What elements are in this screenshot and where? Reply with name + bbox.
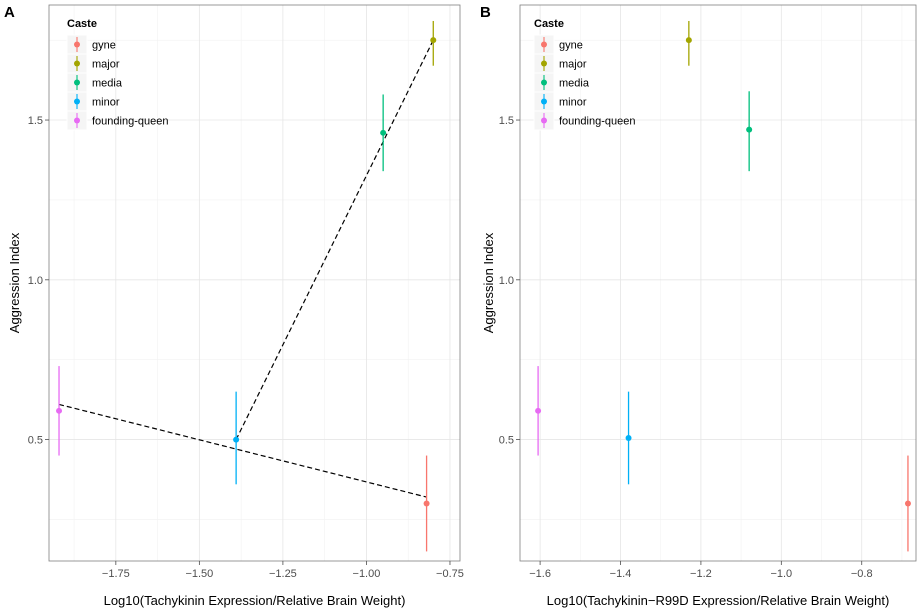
legend-key-point [74,41,80,48]
y-axis-title: Aggression Index [7,232,22,333]
legend-key-point [541,41,547,48]
x-axis-title: Log10(Tachykinin−R99D Expression/Relativ… [547,593,890,608]
panel-border-a [48,4,461,562]
x-tick-label: −1.0 [770,568,792,580]
x-tick-label: −0.8 [851,568,873,580]
panel-b: −1.6 −1.4 −1.2 −1.0 −0.8 0.5 1.0 1.5 Log10(Tachy… [481,4,917,608]
panel-a-letter: A [4,4,15,21]
fit-line-dashed [58,403,427,498]
legend-label-founding-queen: founding-queen [92,116,168,128]
y-tick-label: 0.5 [499,435,514,447]
legend-label-minor: minor [559,97,587,109]
y-axis-title: Aggression Index [481,232,496,333]
y-tick-label: 1.5 [28,115,43,127]
data-point-gyne [904,500,911,507]
legend-label-major: major [559,59,587,71]
legend-key-point [541,79,547,86]
data-point-major [430,37,437,44]
y-tick-label: 1.5 [499,115,514,127]
x-tick-label: −1.50 [185,568,213,580]
legend-label-major: major [92,59,120,71]
y-tick-label: 0.5 [28,435,43,447]
legend-label-gyne: gyne [559,40,583,52]
data-point-founding-queen [535,407,542,414]
legend-key-point [74,117,80,124]
legend-key-point [74,98,80,105]
data-point-gyne [423,500,430,507]
y-tick-label: 1.0 [28,275,43,287]
panel-a: −1.75 −1.50 −1.25 −1.00 −0.75 0.5 1.0 1.5 Log10(… [7,4,464,608]
legend-label-founding-queen: founding-queen [559,116,635,128]
x-tick-label: −1.2 [690,568,712,580]
plot-area-b [520,5,916,561]
legend-b: Caste gyne major media minor founding-queen [533,18,635,131]
legend-key-point [541,117,547,124]
panel-border-b [519,4,917,562]
data-point-media [746,126,753,133]
legend-key-point [74,60,80,67]
legend-label-gyne: gyne [92,40,116,52]
legend-key-point [541,98,547,105]
legend-label-media: media [559,78,590,90]
legend-a: Caste gyne major media minor founding-queen [66,18,168,131]
data-point-minor [233,436,240,443]
legend-title: Caste [67,18,97,30]
x-tick-label: −0.75 [436,568,464,580]
plot-area-a [49,5,460,561]
x-tick-label: −1.00 [353,568,381,580]
x-tick-label: −1.6 [529,568,551,580]
fit-line-dashed [235,39,434,440]
x-axis-title: Log10(Tachykinin Expression/Relative Bra… [104,593,406,608]
legend-label-media: media [92,78,123,90]
data-point-media [380,129,387,136]
panel-b-letter: B [480,4,491,21]
legend-key-point [541,60,547,67]
x-tick-label: −1.25 [269,568,297,580]
data-point-major [685,37,692,44]
data-point-minor [625,434,632,441]
x-tick-label: −1.75 [102,568,130,580]
y-tick-label: 1.0 [499,275,514,287]
legend-title: Caste [534,18,564,30]
x-tick-label: −1.4 [610,568,632,580]
data-point-founding-queen [56,407,63,414]
legend-label-minor: minor [92,97,120,109]
legend-key-point [74,79,80,86]
